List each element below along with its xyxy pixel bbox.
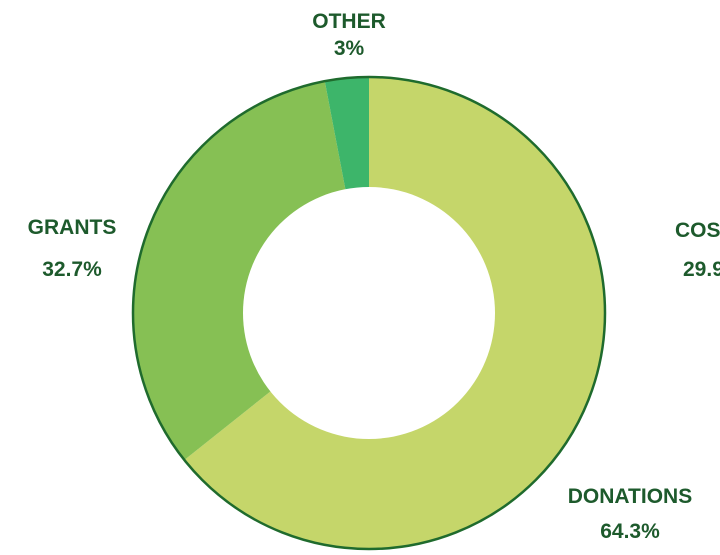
chart-outline bbox=[131, 75, 607, 551]
label-cost-partial-value: 29.9 bbox=[683, 258, 720, 281]
label-grants-value: 32.7% bbox=[42, 258, 102, 281]
label-cost-partial-name: COS bbox=[675, 219, 720, 242]
label-donations-value: 64.3% bbox=[600, 520, 660, 543]
label-donations-name: DONATIONS bbox=[568, 485, 692, 508]
label-other-value: 3% bbox=[334, 37, 365, 60]
label-grants-name: GRANTS bbox=[28, 216, 117, 239]
label-other-name: OTHER bbox=[312, 10, 386, 33]
donut-hole bbox=[243, 187, 495, 439]
